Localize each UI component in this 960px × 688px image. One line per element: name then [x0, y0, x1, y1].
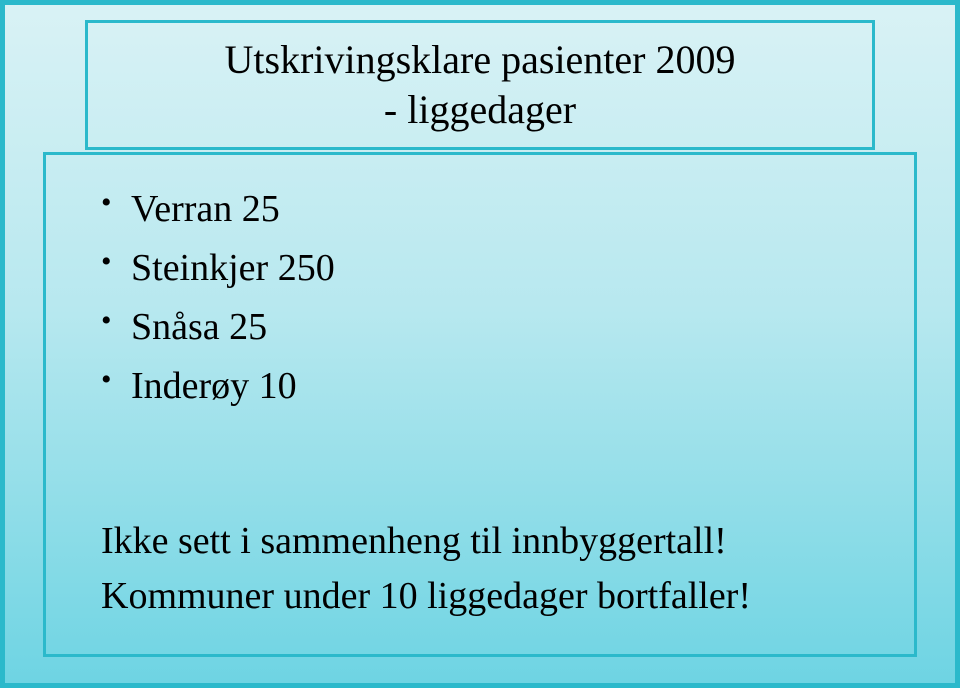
list-item: Verran 25 — [101, 180, 879, 239]
list-item: Inderøy 10 — [101, 357, 879, 416]
slide: Utskrivingsklare pasienter 2009 - ligged… — [0, 0, 960, 688]
footer-line-1: Ikke sett i sammenheng til innbyggertall… — [101, 514, 879, 569]
list-item: Snåsa 25 — [101, 298, 879, 357]
bullet-list: Verran 25 Steinkjer 250 Snåsa 25 Inderøy… — [101, 180, 879, 416]
body-box: Verran 25 Steinkjer 250 Snåsa 25 Inderøy… — [43, 152, 917, 657]
footer-block: Ikke sett i sammenheng til innbyggertall… — [101, 514, 879, 624]
title-box: Utskrivingsklare pasienter 2009 - ligged… — [85, 20, 875, 150]
list-item: Steinkjer 250 — [101, 239, 879, 298]
title-line-1: Utskrivingsklare pasienter 2009 — [225, 35, 736, 85]
footer-line-2: Kommuner under 10 liggedager bortfaller! — [101, 569, 879, 624]
title-line-2: - liggedager — [384, 85, 576, 135]
